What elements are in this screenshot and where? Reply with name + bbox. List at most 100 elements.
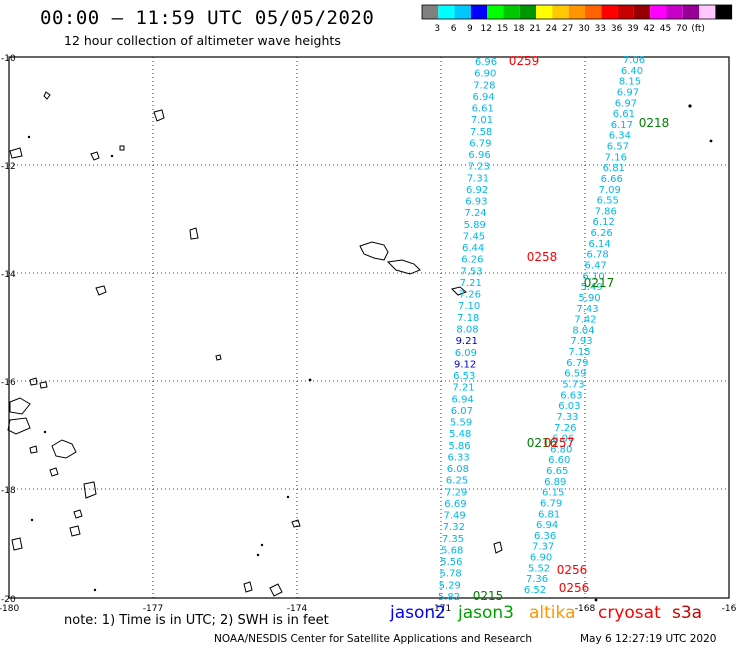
wave-height-value: 5.73 <box>562 379 584 390</box>
wave-height-value: 6.53 <box>453 371 475 382</box>
colorbar-label: 6 <box>451 24 457 34</box>
wave-height-value: 6.33 <box>448 452 470 463</box>
wave-height-value: 6.03 <box>558 401 580 412</box>
wave-height-value: 6.52 <box>524 585 546 596</box>
satellite-legend-s3a: s3a <box>672 603 703 623</box>
colorbar-swatch <box>699 5 716 19</box>
colorbar-swatch <box>552 5 569 19</box>
wave-height-value: 7.37 <box>532 542 554 553</box>
wave-height-value: 6.90 <box>474 69 496 80</box>
wave-height-value: 8.08 <box>456 325 478 336</box>
wave-height-value: 6.96 <box>475 57 497 68</box>
colorbar-label: 36 <box>611 24 623 34</box>
wave-height-value: 7.09 <box>599 185 621 196</box>
colorbar-label: 39 <box>627 24 639 34</box>
colorbar <box>421 4 733 20</box>
wave-height-value: 6.34 <box>609 131 631 142</box>
wave-height-value: 5.56 <box>440 557 462 568</box>
wave-height-value: 6.80 <box>550 444 572 455</box>
wave-height-value: 7.21 <box>460 278 482 289</box>
wave-height-value: 6.61 <box>613 109 635 120</box>
wave-height-value: 6.60 <box>548 455 570 466</box>
map-title: 00:00 — 11:59 UTC 05/05/2020 <box>40 7 375 29</box>
upolu-island <box>359 241 389 261</box>
wave-height-value: 6.97 <box>615 98 637 109</box>
lon-label: -180 <box>0 604 19 614</box>
wave-height-value: 7.49 <box>443 511 465 522</box>
wave-height-value: 5.59 <box>450 418 472 429</box>
wave-height-value: 7.10 <box>458 301 480 312</box>
colorbar-label: 30 <box>578 24 590 34</box>
wave-height-value: 6.12 <box>593 217 615 228</box>
wave-height-value: 6.90 <box>530 553 552 564</box>
wave-height-value: 6.94 <box>472 92 494 103</box>
wave-height-value: 7.26 <box>459 290 481 301</box>
wave-height-value: 6.57 <box>607 142 629 153</box>
lon-label: -16 <box>722 604 737 614</box>
pass-label: 0218 <box>639 116 670 130</box>
wave-height-value: 9.21 <box>456 336 478 347</box>
colorbar-swatch <box>454 5 471 19</box>
wave-height-value: 6.96 <box>468 150 490 161</box>
wave-height-value: 5.82 <box>438 592 460 603</box>
lon-label: -168 <box>575 604 596 614</box>
wave-height-value: 6.17 <box>611 120 633 131</box>
colorbar-label: 12 <box>480 24 491 34</box>
wave-height-value: 6.40 <box>621 66 643 77</box>
wave-height-value: 6.09 <box>455 348 477 359</box>
colorbar-label: 24 <box>546 24 558 34</box>
wave-height-value: 7.26 <box>554 423 576 434</box>
wave-height-value: 7.06 <box>623 55 645 66</box>
colorbar-border <box>421 4 733 20</box>
wave-height-value: 5.29 <box>439 580 461 591</box>
wave-height-value: 5.68 <box>441 545 463 556</box>
satellite-legend-jason3: jason3 <box>458 603 514 623</box>
pass-label: 0259 <box>509 54 540 68</box>
wave-height-value: 5.78 <box>439 569 461 580</box>
wave-height-value: 6.79 <box>566 358 588 369</box>
wave-height-value: 7.31 <box>467 173 489 184</box>
wave-height-value: 5.86 <box>448 441 470 452</box>
lat-label: -14 <box>1 270 16 280</box>
wave-height-value: 6.89 <box>544 477 566 488</box>
pass-label: 0256 <box>557 563 588 577</box>
wave-height-value: 6.06 <box>552 434 574 445</box>
wave-height-value: 8.04 <box>572 325 594 336</box>
wave-height-value: 7.42 <box>574 315 596 326</box>
wave-height-value: 6.59 <box>564 369 586 380</box>
colorbar-swatch <box>470 5 488 19</box>
colorbar-label: 3 <box>434 24 440 34</box>
colorbar-swatch <box>682 5 700 19</box>
colorbar-label: 9 <box>467 24 473 34</box>
colorbar-swatch <box>519 5 537 19</box>
lon-label: -177 <box>143 604 163 614</box>
colorbar-swatch <box>666 5 683 19</box>
satellite-legend-cryosat: cryosat <box>598 603 661 623</box>
axis-labels: -10 -12 -14 -16 -18 -20-180 -177 -174 -171 -168 -1… <box>0 54 737 614</box>
wave-height-value: 6.97 <box>617 87 639 98</box>
lat-label: -16 <box>1 378 16 388</box>
colorbar-swatch <box>438 5 455 19</box>
colorbar-label: 18 <box>513 24 525 34</box>
wave-height-value: 9.12 <box>454 359 476 370</box>
wave-height-value: 7.33 <box>556 412 578 423</box>
wave-height-value: 6.15 <box>542 488 564 499</box>
colorbar-label: 45 <box>660 24 671 34</box>
wave-height-value: 6.79 <box>540 498 562 509</box>
wave-height-value: 6.69 <box>444 499 466 510</box>
wave-height-value: 7.58 <box>470 127 492 138</box>
wave-height-value: 7.23 <box>468 162 490 173</box>
island-outlines <box>7 91 503 597</box>
footer-note: note: 1) Time is in UTC; 2) SWH is in fe… <box>64 613 329 628</box>
wave-height-value: 6.63 <box>560 390 582 401</box>
tutuila-island <box>386 259 421 275</box>
wave-height-value: 6.79 <box>469 138 491 149</box>
satellite-legend-jason2: jason2 <box>390 603 446 623</box>
colorbar-swatch <box>422 5 439 19</box>
map-subtitle: 12 hour collection of altimeter wave hei… <box>64 33 341 48</box>
wave-height-value: 6.94 <box>452 394 474 405</box>
wave-height-value: 7.53 <box>460 266 482 277</box>
wave-height-value: 6.08 <box>447 464 469 475</box>
wave-height-value: 7.93 <box>570 336 592 347</box>
